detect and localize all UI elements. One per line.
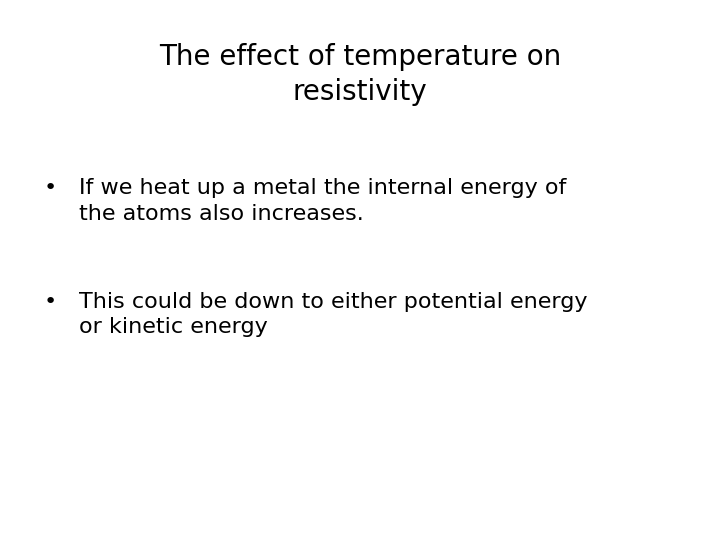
Text: This could be down to either potential energy
or kinetic energy: This could be down to either potential e… bbox=[79, 292, 588, 337]
Text: If we heat up a metal the internal energy of
the atoms also increases.: If we heat up a metal the internal energ… bbox=[79, 178, 567, 224]
Text: The effect of temperature on
resistivity: The effect of temperature on resistivity bbox=[159, 43, 561, 106]
Text: •: • bbox=[44, 178, 57, 198]
Text: •: • bbox=[44, 292, 57, 312]
